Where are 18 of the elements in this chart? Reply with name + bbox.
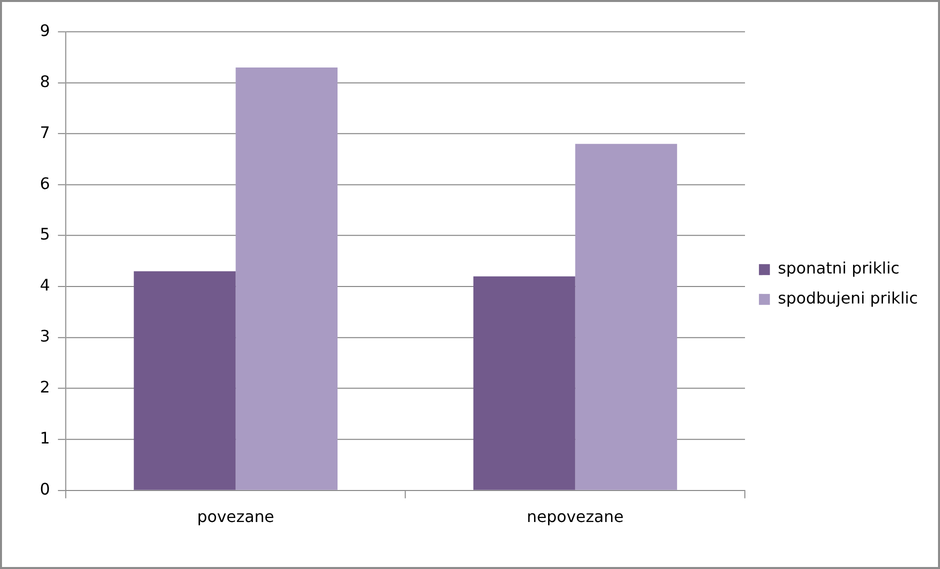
x-tick-label: nepovezane	[526, 506, 624, 526]
y-tick-label: 7	[40, 122, 50, 142]
y-tick-label: 4	[40, 276, 50, 295]
bar	[236, 67, 338, 490]
y-tick-label: 8	[40, 72, 50, 91]
y-tick-label: 6	[40, 174, 50, 193]
legend-label: sponatni priklic	[778, 258, 900, 278]
bar	[575, 144, 678, 490]
y-tick-label: 5	[40, 224, 50, 244]
y-tick-label: 9	[40, 20, 50, 40]
bar	[134, 271, 236, 490]
x-tick-label: povezane	[197, 506, 274, 526]
y-tick-label: 0	[40, 479, 50, 498]
bar	[473, 276, 576, 490]
legend-label: spodbujeni priklic	[778, 288, 918, 308]
y-tick-label: 1	[40, 428, 50, 448]
y-tick-label: 2	[40, 378, 50, 397]
y-tick-label: 3	[40, 326, 50, 346]
